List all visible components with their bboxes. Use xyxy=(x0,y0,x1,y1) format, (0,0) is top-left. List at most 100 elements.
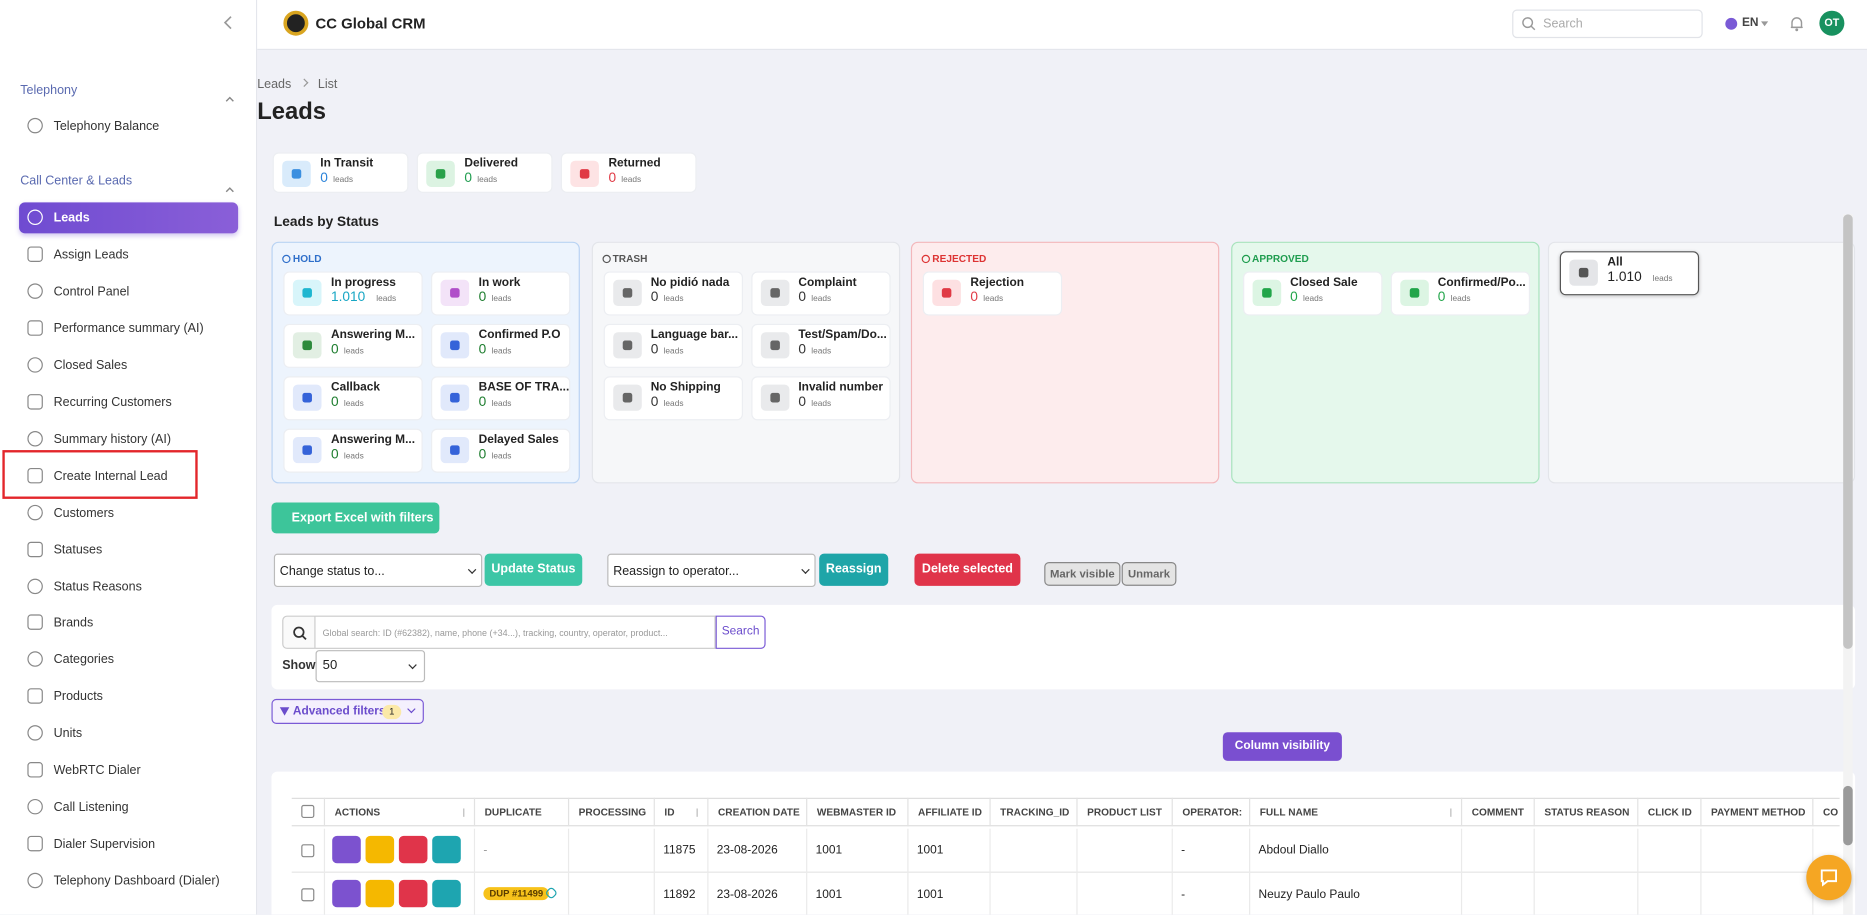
nav-item[interactable]: Units xyxy=(19,718,238,749)
breadcrumb-item[interactable]: Leads xyxy=(257,77,292,92)
mark-visible-button[interactable]: Mark visible xyxy=(1044,562,1121,586)
action-button[interactable] xyxy=(365,879,395,908)
row-checkbox[interactable] xyxy=(301,888,315,902)
select-all-checkbox[interactable] xyxy=(301,804,315,819)
nav-item[interactable]: Dialer Supervision xyxy=(19,829,238,860)
column-header[interactable]: DUPLICATE xyxy=(473,797,568,827)
status-card[interactable]: In work 0 leads xyxy=(431,271,571,316)
row-checkbox[interactable] xyxy=(301,844,315,858)
column-header[interactable]: PROCESSING xyxy=(567,797,654,827)
duplicate-badge[interactable]: DUP #11499 xyxy=(483,887,550,901)
status-card[interactable]: Language bar... 0 leads xyxy=(603,323,743,368)
nav-item[interactable]: Statuses xyxy=(19,534,238,565)
nav-label[interactable]: Units xyxy=(53,726,83,741)
nav-item[interactable]: Products xyxy=(19,681,238,712)
column-header[interactable]: ACTIONS xyxy=(323,797,474,827)
status-card[interactable]: Complaint 0 leads xyxy=(750,271,891,316)
chat-button[interactable] xyxy=(1806,854,1852,901)
status-card[interactable]: Answering M... 0 leads xyxy=(283,428,423,473)
operator-select[interactable]: Reassign to operator... xyxy=(607,553,816,588)
unmark-button[interactable]: Unmark xyxy=(1121,562,1177,586)
column-header[interactable]: ID xyxy=(653,797,708,827)
status-card[interactable]: Closed Sale 0 leads xyxy=(1242,271,1382,316)
action-button[interactable] xyxy=(398,879,428,908)
action-button[interactable] xyxy=(332,879,361,908)
delete-button[interactable]: Delete selected xyxy=(914,553,1021,586)
column-header[interactable]: OPERATOR: xyxy=(1171,797,1249,827)
search-button[interactable]: Search xyxy=(715,615,766,649)
status-card[interactable]: No Shipping 0 leads xyxy=(603,376,743,421)
column-header[interactable]: COMMENT xyxy=(1460,797,1534,827)
action-button[interactable] xyxy=(365,835,395,864)
action-button[interactable] xyxy=(432,879,461,908)
nav-label[interactable]: Control Panel xyxy=(53,284,130,299)
nav-label[interactable]: Closed Sales xyxy=(53,358,128,373)
nav-item[interactable]: Closed Sales xyxy=(19,350,238,381)
all-card[interactable]: All 1.010 leads xyxy=(1559,251,1700,296)
column-header[interactable]: CREATION DATE xyxy=(707,797,806,827)
column-header[interactable]: FULL NAME xyxy=(1249,797,1461,827)
nav-item[interactable]: Categories xyxy=(19,645,238,676)
column-header[interactable]: PAYMENT METHOD xyxy=(1700,797,1812,827)
status-card[interactable]: Confirmed P.O 0 leads xyxy=(431,323,571,368)
nav-label[interactable]: Brands xyxy=(53,616,94,631)
nav-item[interactable]: Assign Leads xyxy=(19,239,238,270)
nav-label[interactable]: WebRTC Dialer xyxy=(53,763,141,778)
nav-item[interactable]: Performance summary (AI) xyxy=(19,313,238,344)
nav-label[interactable]: Products xyxy=(53,689,103,705)
nav-label[interactable]: Leads xyxy=(53,210,90,226)
column-header[interactable]: WEBMASTER ID xyxy=(806,797,907,827)
nav-item[interactable]: Control Panel xyxy=(19,276,238,307)
nav-label[interactable]: Customers xyxy=(53,505,115,520)
avatar[interactable]: OT xyxy=(1819,10,1845,36)
action-button[interactable] xyxy=(432,835,461,864)
nav-label[interactable]: Summary history (AI) xyxy=(53,431,171,447)
status-card[interactable]: Test/Spam/Do... 0 leads xyxy=(750,323,891,368)
column-header[interactable]: CLICK ID xyxy=(1637,797,1700,827)
nav-label[interactable]: Dialer Supervision xyxy=(53,837,156,852)
nav-label[interactable]: Create Internal Lead xyxy=(53,468,168,483)
status-card[interactable]: Answering M... 0 leads xyxy=(283,323,423,368)
status-card[interactable]: Invalid number 0 leads xyxy=(750,376,891,421)
update-status-button[interactable]: Update Status xyxy=(484,553,583,586)
column-header[interactable]: CO xyxy=(1812,797,1839,827)
column-header[interactable]: AFFILIATE ID xyxy=(907,797,989,827)
status-card[interactable]: Delayed Sales 0 leads xyxy=(431,428,571,473)
status-card[interactable]: Rejection 0 leads xyxy=(922,271,1063,316)
nav-item[interactable]: Create Internal Lead xyxy=(19,460,238,491)
nav-item[interactable]: Telephony Dashboard (Dialer) xyxy=(19,866,238,897)
notifications[interactable] xyxy=(1788,14,1805,32)
nav-item[interactable]: Leads xyxy=(19,202,239,234)
nav-label[interactable]: Status Reasons xyxy=(53,579,142,594)
language[interactable]: EN xyxy=(1741,16,1759,30)
show-select[interactable]: 50 xyxy=(315,650,426,683)
global-search-input[interactable]: Global search: ID (#62382), name, phone … xyxy=(315,615,716,649)
nav-item[interactable]: WebRTC Dialer xyxy=(19,755,238,786)
status-card[interactable]: Callback 0 leads xyxy=(283,376,423,421)
nav-label[interactable]: Recurring Customers xyxy=(53,395,172,410)
nav-item[interactable]: Recurring Customers xyxy=(19,387,238,418)
status-card[interactable]: BASE OF TRA... 0 leads xyxy=(431,376,571,421)
search-box[interactable]: Search xyxy=(1512,9,1703,39)
nav-label[interactable]: Call Listening xyxy=(53,800,129,815)
nav-item[interactable]: Customers xyxy=(19,497,238,528)
nav-label[interactable]: Performance summary (AI) xyxy=(53,321,204,336)
status-card[interactable]: Confirmed/Po... 0 leads xyxy=(1390,271,1530,316)
column-header[interactable]: STATUS REASON xyxy=(1533,797,1638,827)
status-select[interactable]: Change status to... xyxy=(273,553,483,588)
column-header[interactable]: TRACKING_ID xyxy=(989,797,1076,827)
advanced-filters[interactable]: Advanced filters 1 xyxy=(271,698,424,724)
nav-item[interactable]: Call Listening xyxy=(19,792,238,823)
column-visibility-button[interactable]: Column visibility xyxy=(1222,732,1342,761)
nav-label[interactable]: Assign Leads xyxy=(53,247,129,262)
nav-label[interactable]: Telephony Dashboard (Dialer) xyxy=(53,874,220,889)
nav-label[interactable]: Statuses xyxy=(53,542,103,557)
export-button[interactable]: Export Excel with filters xyxy=(271,502,440,534)
column-header[interactable]: PRODUCT LIST xyxy=(1076,797,1171,827)
nav-item[interactable]: Status Reasons xyxy=(19,571,238,602)
action-button[interactable] xyxy=(398,835,428,864)
nav-item[interactable]: Summary history (AI) xyxy=(19,424,238,455)
nav-label[interactable]: Categories xyxy=(53,652,115,668)
nav-item[interactable]: Brands xyxy=(19,608,238,639)
status-card[interactable]: No pidió nada 0 leads xyxy=(603,271,743,316)
